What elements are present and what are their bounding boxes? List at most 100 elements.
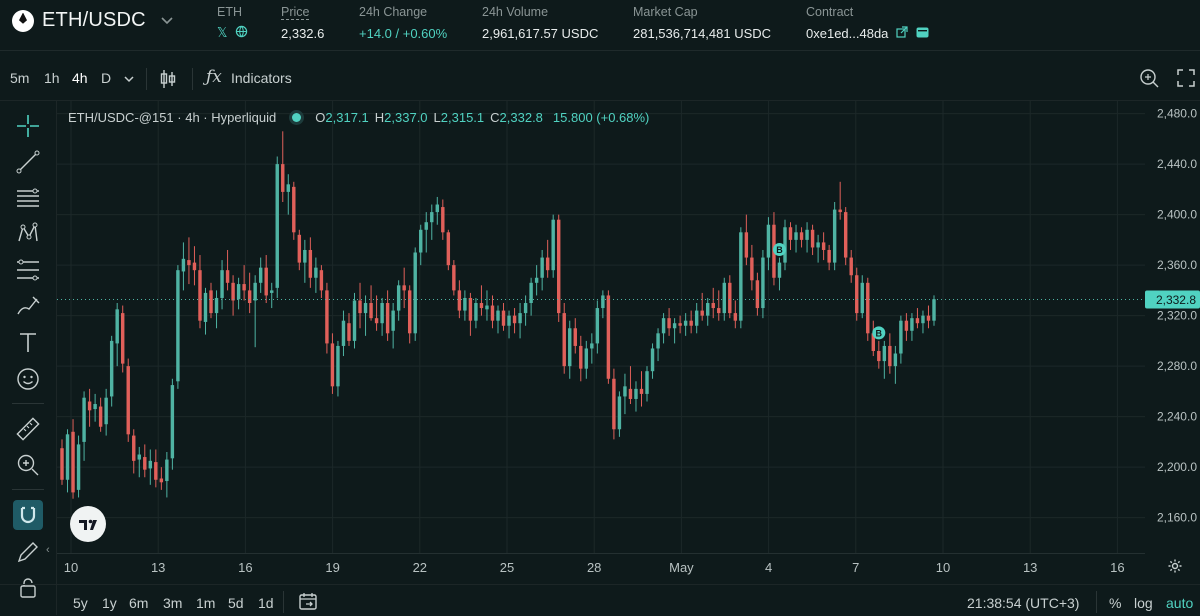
text-icon[interactable] (15, 330, 41, 356)
chevron-down-icon[interactable] (160, 13, 174, 29)
candle-body (225, 270, 230, 283)
candle-body (258, 267, 263, 283)
range-5d[interactable]: 5d (228, 595, 244, 611)
screenshot-icon[interactable] (1138, 67, 1160, 92)
candle-body (888, 345, 892, 367)
range-1d[interactable]: 1d (258, 595, 274, 611)
zoom-in-icon[interactable] (15, 452, 41, 478)
candle-body (115, 309, 119, 344)
crosshair-icon[interactable] (15, 113, 41, 139)
candle-body (430, 212, 434, 223)
divider (12, 403, 44, 404)
trendline-icon[interactable] (15, 149, 41, 175)
pair-selector[interactable]: ETH/USDC (12, 9, 174, 32)
candle-body (286, 184, 290, 192)
eth-coin-icon (12, 9, 34, 32)
expand-arrow-icon[interactable]: ‹ (46, 544, 50, 556)
timeframe-d[interactable]: D (101, 70, 112, 86)
candle-body (236, 284, 241, 300)
candle-body (369, 303, 373, 319)
candle-body (154, 462, 158, 480)
lock-icon[interactable] (15, 575, 41, 601)
candle-body (319, 270, 324, 291)
candle-body (496, 310, 500, 321)
candle-body (457, 290, 462, 311)
candle-body (253, 282, 257, 301)
candle-body (882, 345, 887, 362)
candle-body (523, 303, 528, 314)
candle-body (485, 305, 489, 310)
candle-body (545, 257, 550, 271)
divider (283, 591, 284, 613)
candle-body (866, 282, 870, 334)
candle-body (170, 385, 175, 459)
candle-body (910, 318, 914, 331)
legend-open-label: O (315, 110, 326, 125)
candle-type-icon[interactable] (159, 68, 177, 93)
fullscreen-icon[interactable] (1176, 68, 1196, 91)
pencil-lock-icon[interactable] (15, 539, 41, 565)
candle-body (314, 267, 318, 278)
candle-body (766, 224, 771, 258)
candle-body (292, 186, 296, 233)
timeframe-4h[interactable]: 4h (72, 70, 88, 86)
drawing-toolbar: ‹ (0, 101, 57, 615)
candle-body (126, 366, 130, 435)
price-axis[interactable]: 2,160.0 2,200.0 2,240.0 2,280.0 2,320.0 2,360… (1145, 101, 1200, 553)
range-1y[interactable]: 1y (102, 595, 117, 611)
pattern-icon[interactable] (15, 221, 41, 247)
range-5y[interactable]: 5y (73, 595, 88, 611)
globe-icon[interactable] (235, 25, 248, 41)
candle-body (109, 340, 114, 397)
timeframe-dropdown-icon[interactable] (124, 71, 134, 86)
magnet-icon[interactable] (13, 500, 43, 530)
legend-low: 2,315.1 (440, 110, 485, 125)
brush-icon[interactable] (15, 293, 41, 319)
range-6m[interactable]: 6m (129, 595, 149, 611)
clock-display[interactable]: 21:38:54 (UTC+3) (967, 595, 1080, 611)
indicators-button[interactable]: Indicators (231, 70, 292, 86)
candle-body (203, 292, 208, 322)
candle-body (281, 164, 285, 192)
candle-body (728, 282, 732, 314)
x-tick-label: 16 (238, 560, 252, 575)
candle-body (899, 320, 903, 354)
x-twitter-icon[interactable]: 𝕏 (217, 25, 228, 40)
function-icon[interactable]: ƒx (206, 67, 222, 87)
range-1m[interactable]: 1m (196, 595, 216, 611)
candle-body (849, 257, 853, 276)
candle-body (755, 280, 760, 309)
contract-stat: Contract 0xe1ed...48da (806, 5, 929, 41)
horizontal-lines-icon[interactable] (15, 185, 41, 211)
percent-toggle[interactable]: % (1109, 595, 1122, 611)
axis-settings-icon[interactable] (1167, 558, 1183, 577)
last-price-tag-label: 2,332.8 (1156, 293, 1196, 307)
price-chart[interactable]: BB (57, 101, 1145, 553)
candle-body (656, 333, 660, 349)
fib-retracement-icon[interactable] (15, 257, 41, 283)
time-axis[interactable]: 10 13 16 19 22 25 28 May 4 7 10 13 16 (57, 553, 1145, 582)
candle-body (921, 315, 925, 324)
candle-body (551, 219, 555, 271)
candle-body (352, 300, 357, 341)
candle-body (98, 406, 103, 427)
log-toggle[interactable]: log (1134, 595, 1153, 611)
x-tick-label: 4 (765, 560, 772, 575)
range-3m[interactable]: 3m (163, 595, 183, 611)
ruler-icon[interactable] (15, 416, 41, 442)
candle-body (187, 260, 191, 266)
external-link-icon[interactable] (896, 26, 909, 41)
wallet-icon[interactable] (916, 26, 929, 41)
tradingview-logo[interactable] (70, 506, 106, 542)
contract-value[interactable]: 0xe1ed...48da (806, 26, 889, 41)
candle-body (479, 303, 484, 309)
candle-body (132, 435, 136, 461)
x-tick-label: 13 (151, 560, 165, 575)
calendar-range-icon[interactable] (298, 591, 318, 614)
timeframe-1h[interactable]: 1h (44, 70, 60, 86)
emoji-icon[interactable] (15, 366, 41, 392)
auto-toggle[interactable]: auto (1166, 595, 1194, 611)
candle-body (733, 313, 738, 321)
candle-body (645, 371, 649, 394)
timeframe-5m[interactable]: 5m (10, 70, 30, 86)
